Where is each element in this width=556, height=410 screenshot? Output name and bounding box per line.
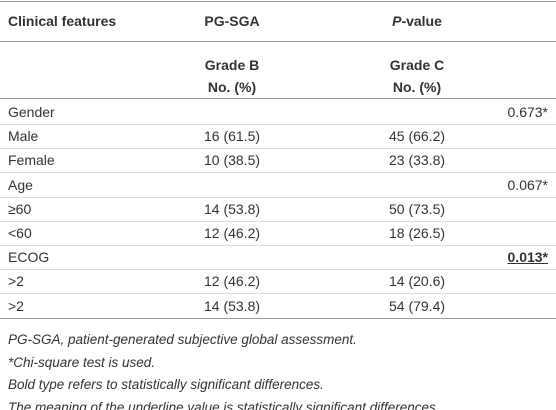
table-cell: 10 (38.5) xyxy=(203,152,261,169)
table-cell: 0.673* xyxy=(507,104,548,120)
table-cell: Gender xyxy=(8,104,55,120)
header-text: PG-SGA xyxy=(204,13,260,29)
rule xyxy=(0,1,556,2)
table-cell: 16 (61.5) xyxy=(203,128,261,145)
subheader-cell: Grade B xyxy=(204,57,260,73)
header-text: Clinical features xyxy=(8,13,117,29)
table-cell: >2 xyxy=(8,273,24,290)
table-cell: ≥60 xyxy=(8,200,32,217)
row-divider xyxy=(0,220,556,222)
table-cell: 14 (53.8) xyxy=(203,297,261,314)
row-divider xyxy=(0,124,556,125)
rule xyxy=(0,98,556,99)
row-divider xyxy=(0,148,556,150)
subheader-cell: No. (%) xyxy=(207,79,257,95)
header-cell: Clinical features xyxy=(8,12,116,30)
table-cell: 45 (66.2) xyxy=(388,128,446,145)
row-divider xyxy=(0,269,556,271)
table-cell: 0.013* xyxy=(507,249,548,266)
table-cell: 0.067* xyxy=(507,176,548,193)
table-cell: Age xyxy=(8,176,33,193)
header-text: -value xyxy=(401,13,442,29)
table-cell: 50 (73.5) xyxy=(388,200,446,217)
row-divider xyxy=(0,196,556,198)
table-cell: Male xyxy=(8,128,39,145)
footnote: The meaning of the underline value is st… xyxy=(8,399,440,410)
row-divider xyxy=(0,172,556,174)
table-cell: ECOG xyxy=(8,249,50,266)
table-cell: <60 xyxy=(8,225,32,241)
footnote: Bold type refers to statistically signif… xyxy=(8,377,324,392)
table-cell: >2 xyxy=(8,297,24,314)
header-italic: P xyxy=(392,13,402,29)
table-cell: Female xyxy=(8,152,55,169)
subheader-cell: Grade C xyxy=(389,57,445,73)
table-cell: 14 (53.8) xyxy=(203,200,261,217)
row-divider xyxy=(0,293,556,295)
footnote: PG-SGA, patient-generated subjective glo… xyxy=(8,332,357,347)
header-cell: PG-SGA xyxy=(204,12,259,30)
table-cell: 12 (46.2) xyxy=(203,225,261,241)
table-cell: 23 (33.8) xyxy=(388,152,446,169)
table-cell: 18 (26.5) xyxy=(388,225,446,241)
header-cell: P-value xyxy=(392,12,442,30)
row-divider xyxy=(0,245,556,246)
table-cell: 14 (20.6) xyxy=(388,273,446,290)
rule xyxy=(0,41,556,42)
table-cell: 12 (46.2) xyxy=(203,273,261,290)
footnote: *Chi-square test is used. xyxy=(8,354,156,370)
table-cell: 54 (79.4) xyxy=(388,297,446,314)
subheader-cell: No. (%) xyxy=(392,79,442,95)
rule xyxy=(0,318,556,319)
